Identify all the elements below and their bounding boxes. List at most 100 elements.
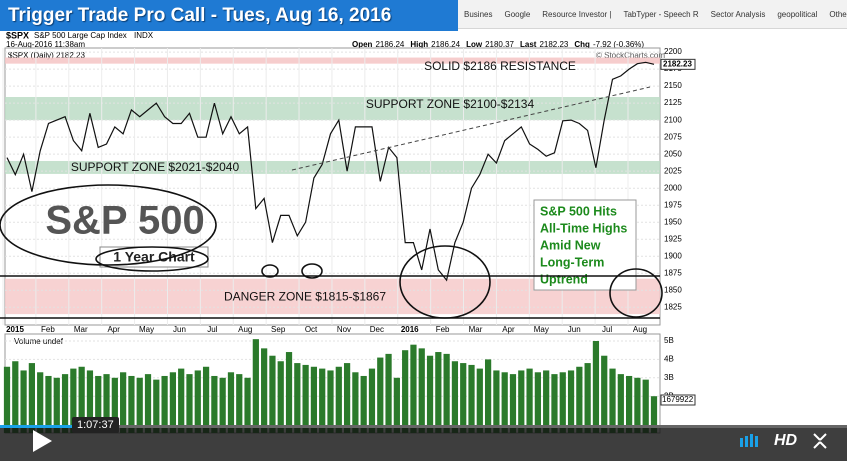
control-bar (0, 425, 847, 461)
volume-bar (53, 377, 60, 433)
x-tick-label: Feb (436, 325, 450, 334)
legend-text: $SPX (Daily) 2182.23 (8, 51, 85, 60)
x-tick-label: May (534, 325, 549, 334)
index-name: S&P 500 Large Cap Index (34, 31, 127, 40)
volume-bar (327, 370, 334, 433)
volume-bar (377, 357, 384, 433)
volume-bar (402, 350, 409, 433)
bookmark[interactable]: Other bookmarks (829, 10, 847, 19)
volume-bar (153, 379, 160, 433)
zone-label: SOLID $2186 RESISTANCE (424, 59, 576, 73)
volume-bar (120, 372, 127, 433)
volume-bar (202, 366, 210, 433)
volume-label: Volume undef (14, 337, 64, 346)
quote-label: Chg (574, 40, 590, 49)
volume-bar (194, 370, 201, 433)
bookmark[interactable]: TabTyper - Speech R (623, 10, 699, 19)
volume-bar (70, 368, 77, 433)
volume-bar (227, 372, 235, 433)
volume-bar (111, 377, 118, 433)
volume-bar (144, 374, 152, 433)
quote-value: 2186.24 (431, 40, 460, 49)
quote-label: Open (352, 40, 373, 49)
y-tick-label: 1975 (664, 200, 682, 209)
quote-value: -7.92 (-0.36%) (593, 40, 644, 49)
volume-bar (236, 374, 243, 433)
volume-bar (551, 374, 558, 433)
volume-bar (592, 341, 600, 433)
volume-bar (443, 353, 450, 433)
annotation-sub: 1 Year Chart (113, 249, 195, 265)
volume-bar (252, 339, 259, 433)
volume-bar (277, 361, 284, 433)
volume-bar (576, 366, 583, 433)
volume-bar (285, 352, 293, 433)
x-tick-label: Oct (305, 325, 318, 334)
zone-label: SUPPORT ZONE $2021-$2040 (71, 160, 240, 174)
annotation-line: Amid New (540, 238, 601, 252)
volume-bar (95, 375, 102, 433)
y-tick-label: 1850 (664, 285, 682, 294)
symbol: $SPX (6, 30, 29, 40)
x-tick-label: Dec (370, 325, 384, 334)
bookmark[interactable]: Resource Investor | (542, 10, 612, 19)
volume-bar (617, 374, 624, 433)
volume-bar (493, 370, 500, 433)
quote-value: 2186.24 (375, 40, 404, 49)
bookmark[interactable]: Busines (464, 10, 493, 19)
bookmark[interactable]: Sector Analysis (710, 10, 766, 19)
volume-bar (78, 366, 85, 433)
x-tick-label: Jun (568, 325, 581, 334)
volume-bar (559, 372, 566, 433)
quote-value: 2182.23 (539, 40, 568, 49)
volume-bar (61, 374, 69, 433)
y-tick-label: 2000 (664, 183, 682, 192)
volume-bar (650, 396, 658, 433)
annotation-big: S&P 500 (45, 199, 204, 243)
timecode: 1:07:37 (72, 417, 119, 433)
hd-button[interactable]: HD (774, 432, 798, 449)
volume-bar (20, 370, 27, 433)
volume-bar (28, 363, 35, 433)
annotation-line: S&P 500 Hits (540, 204, 617, 218)
bookmarks-bar: Busines Google Resource Investor | TabTyper… (458, 0, 847, 29)
y-tick-label: 2150 (664, 81, 682, 90)
volume-bar (169, 372, 177, 433)
y-tick-label: 1900 (664, 251, 682, 260)
y-tick-label: 1950 (664, 217, 682, 226)
y-tick-label: 2025 (664, 166, 682, 175)
volume-bar (352, 372, 359, 433)
bookmark[interactable]: Google (504, 10, 531, 19)
volume-last-box (660, 394, 696, 406)
volume-bar (451, 361, 459, 433)
volume-bar (211, 375, 218, 433)
volume-bar (3, 366, 11, 433)
y-tick-label: 1925 (664, 234, 682, 243)
volume-bar (368, 368, 376, 433)
bookmark[interactable]: geopolitical (777, 10, 818, 19)
volume-bar (219, 377, 226, 433)
volume-bar (269, 355, 276, 433)
volume-bar (136, 377, 143, 433)
volume-bar (468, 364, 475, 433)
volume-bar (484, 359, 492, 433)
volume-bar (426, 355, 434, 433)
volume-bar (186, 374, 193, 433)
y-tick-label: 2075 (664, 132, 682, 141)
volume-bar (584, 363, 591, 433)
volume-bar (12, 361, 19, 433)
y-tick-label: 2200 (664, 47, 682, 56)
volume-bar (178, 368, 185, 433)
volume-bar (360, 375, 367, 433)
x-tick-label: 2015 (6, 325, 24, 334)
x-tick-label: Apr (107, 325, 120, 334)
volume-tick-label: 4B (664, 355, 674, 364)
volume-bar (534, 372, 541, 433)
exchange: INDX (134, 31, 154, 40)
y-tick-label: 2125 (664, 98, 682, 107)
volume-bar (609, 368, 616, 433)
x-tick-label: Nov (337, 325, 351, 334)
volume-bar (460, 363, 467, 433)
chart-header: $SPX S&P 500 Large Cap Index INDX 16-Aug… (6, 30, 665, 60)
